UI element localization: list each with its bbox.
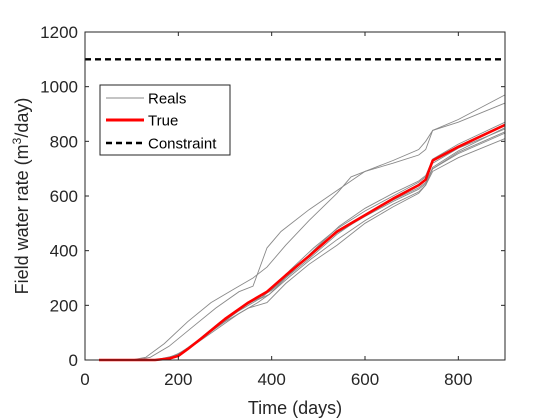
y-tick-label-600: 600: [50, 187, 78, 206]
y-axis-label-main: Field water rate (m: [12, 144, 32, 294]
series-real-2: [99, 102, 506, 361]
x-tick-label-800: 800: [444, 370, 472, 389]
y-tick-label-1200: 1200: [40, 23, 78, 42]
y-tick-label-800: 800: [50, 132, 78, 151]
y-tick-label-0: 0: [69, 351, 78, 370]
series-real-7: [99, 131, 506, 361]
y-axis-label-end: /day): [12, 98, 32, 138]
legend-label-reals: Reals: [148, 91, 186, 108]
x-tick-label-200: 200: [164, 370, 192, 389]
legend: Reals True Constraint: [99, 84, 231, 156]
series-real-4: [99, 132, 506, 361]
y-axis-label-superscript: 3: [10, 137, 24, 144]
ticks: 0 200 400 600 800 0 200 400 600 800 1000 1200: [40, 23, 505, 389]
legend-label-true: True: [148, 113, 178, 130]
series-real-5: [99, 128, 506, 361]
series-true: [99, 123, 506, 362]
plot-lines: [85, 58, 506, 362]
x-tick-label-400: 400: [257, 370, 285, 389]
y-axis-label: Field water rate (m3/day): [10, 98, 32, 295]
series-real-8: [99, 121, 506, 361]
legend-label-constraint: Constraint: [148, 136, 217, 153]
y-tick-label-1000: 1000: [40, 78, 78, 97]
series-real-1: [99, 94, 506, 361]
x-tick-label-0: 0: [80, 370, 89, 389]
plot-frame: [84, 31, 506, 361]
series-real-3: [99, 138, 506, 361]
x-tick-label-600: 600: [351, 370, 379, 389]
x-axis-label: Time (days): [248, 398, 342, 418]
y-tick-label-200: 200: [50, 296, 78, 315]
series-real-6: [99, 127, 506, 361]
y-tick-label-400: 400: [50, 242, 78, 261]
